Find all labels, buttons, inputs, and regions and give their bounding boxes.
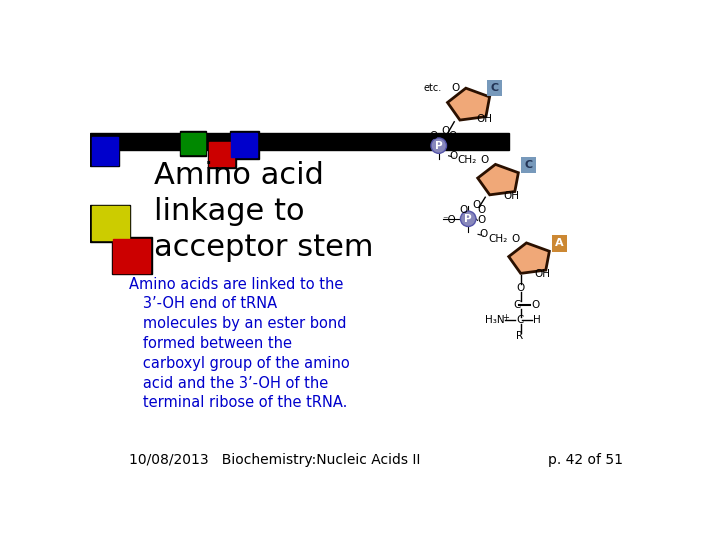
Bar: [181, 132, 204, 154]
Text: O: O: [451, 83, 459, 93]
Text: etc.: etc.: [423, 83, 441, 93]
Bar: [91, 137, 118, 165]
Text: O: O: [449, 151, 458, 161]
Bar: [90, 132, 508, 150]
Text: O: O: [448, 131, 456, 140]
Bar: [91, 206, 129, 240]
Text: CH₂: CH₂: [457, 156, 477, 165]
Text: O: O: [477, 215, 486, 225]
Bar: [210, 142, 234, 166]
Text: C: C: [525, 160, 533, 170]
Polygon shape: [448, 88, 490, 120]
Text: OH: OH: [476, 114, 492, 124]
Bar: [90, 136, 120, 166]
Text: C: C: [516, 315, 523, 326]
Text: O: O: [448, 143, 456, 153]
Text: O: O: [459, 205, 467, 214]
Text: 10/08/2013   Biochemistry:Nucleic Acids II: 10/08/2013 Biochemistry:Nucleic Acids II: [129, 453, 420, 467]
Text: p. 42 of 51: p. 42 of 51: [549, 453, 624, 467]
Text: O: O: [479, 229, 487, 239]
Text: O: O: [477, 205, 486, 214]
Circle shape: [431, 138, 446, 153]
Text: O: O: [512, 234, 520, 244]
Text: H: H: [534, 315, 541, 326]
Text: O: O: [532, 300, 540, 310]
Text: OH: OH: [535, 269, 551, 279]
Text: P: P: [435, 140, 443, 151]
Text: C: C: [490, 83, 499, 93]
Text: CH₂: CH₂: [488, 234, 508, 244]
Bar: [230, 131, 259, 159]
Text: R: R: [516, 331, 523, 341]
Text: O: O: [429, 131, 438, 140]
Text: P: P: [464, 214, 472, 224]
Text: +: +: [503, 313, 509, 322]
Text: C: C: [513, 300, 521, 310]
Text: O: O: [481, 156, 489, 165]
Bar: [90, 205, 130, 242]
Circle shape: [461, 211, 476, 226]
Text: H₃N: H₃N: [485, 315, 505, 326]
Text: Amino acids are linked to the
   3’-OH end of tRNA
   molecules by an ester bond: Amino acids are linked to the 3’-OH end …: [129, 276, 349, 410]
Text: ⁻O: ⁻O: [443, 215, 456, 225]
Bar: [113, 239, 150, 273]
Text: ⁻O: ⁻O: [414, 143, 428, 153]
Text: O: O: [442, 126, 450, 136]
Bar: [180, 131, 206, 156]
Polygon shape: [509, 243, 549, 273]
Text: O: O: [516, 283, 524, 293]
Bar: [208, 140, 235, 168]
Text: A: A: [555, 239, 564, 248]
Polygon shape: [477, 164, 518, 195]
Text: Amino acid
linkage to
acceptor stem: Amino acid linkage to acceptor stem: [153, 161, 373, 262]
Bar: [112, 237, 152, 274]
Bar: [231, 132, 258, 157]
Text: O: O: [472, 200, 480, 210]
Text: OH: OH: [504, 191, 520, 201]
